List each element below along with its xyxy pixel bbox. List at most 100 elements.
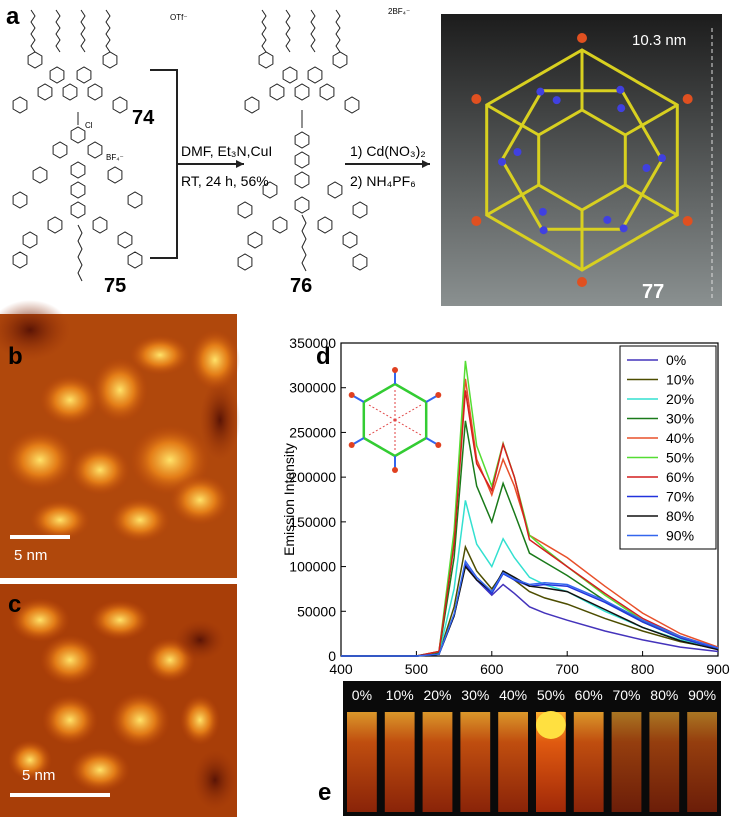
atom: Cl — [85, 121, 93, 130]
vial — [687, 712, 717, 812]
pt-atom — [619, 224, 628, 233]
afm-peak — [190, 330, 240, 390]
ring — [317, 216, 333, 234]
vial-label: 10% — [386, 687, 414, 703]
ring — [117, 231, 133, 249]
afm-pit — [193, 750, 237, 810]
afm-peak — [70, 748, 130, 792]
chain — [335, 9, 341, 53]
ring — [70, 126, 86, 144]
vial-label: 0% — [352, 687, 372, 703]
series-line — [341, 544, 719, 657]
chain — [30, 9, 36, 53]
vial — [649, 712, 680, 812]
afm-peak — [42, 695, 98, 745]
ring — [319, 83, 335, 101]
y-tick-label: 150000 — [289, 514, 336, 530]
x-tick-label: 800 — [631, 661, 655, 677]
chain — [261, 9, 267, 53]
cage-arm — [624, 183, 679, 217]
vial — [460, 712, 491, 812]
y-tick-label: 250000 — [289, 424, 336, 440]
x-tick-label: 600 — [480, 661, 504, 677]
vial-label: 80% — [650, 687, 678, 703]
chain — [80, 9, 86, 53]
vial — [573, 712, 604, 812]
chain — [310, 9, 316, 53]
ring — [332, 51, 348, 69]
cage-model — [471, 33, 693, 287]
ring — [52, 141, 68, 159]
compound-number: 75 — [104, 275, 126, 297]
inset-spoke — [368, 419, 396, 436]
chart: 0 50000 100000 150000 200000 250000 300000 3500… — [281, 335, 730, 694]
afm-peak — [8, 740, 52, 780]
metal-atom — [682, 94, 693, 104]
ring — [12, 251, 28, 269]
chain — [77, 224, 83, 282]
ring — [32, 166, 48, 184]
panel-label: e — [318, 779, 331, 806]
afm-peak — [10, 598, 70, 642]
ring — [87, 141, 103, 159]
ring — [37, 83, 53, 101]
ring — [107, 166, 123, 184]
ring — [70, 161, 86, 179]
afm-pit — [0, 300, 70, 360]
series-line — [341, 563, 719, 657]
panel-label: b — [8, 343, 23, 370]
ring — [294, 171, 310, 189]
y-tick-label: 100000 — [289, 559, 336, 575]
inset-spoke — [368, 404, 396, 421]
vial — [498, 712, 528, 812]
ring — [352, 201, 368, 219]
ring — [294, 83, 310, 101]
ring — [92, 216, 108, 234]
legend-label: 10% — [666, 372, 694, 388]
ring — [237, 201, 253, 219]
ring — [62, 83, 78, 101]
pt-atom — [616, 85, 625, 94]
afm-peak — [170, 475, 230, 525]
legend-label: 90% — [666, 528, 694, 544]
ring — [237, 253, 253, 271]
y-tick-label: 300000 — [289, 380, 336, 396]
inset-node — [392, 367, 398, 373]
ring — [244, 96, 260, 114]
pt-atom — [552, 96, 561, 105]
inset-node — [435, 392, 442, 398]
x-tick-label: 500 — [405, 661, 429, 677]
ring — [12, 191, 28, 209]
pt-atom — [539, 226, 548, 235]
ring — [70, 181, 86, 199]
afm-peak — [30, 500, 90, 540]
chain — [285, 9, 291, 53]
vial-label: 70% — [612, 687, 640, 703]
pt-atom — [536, 87, 545, 96]
series-line — [341, 390, 719, 657]
ring — [262, 181, 278, 199]
afm-peak — [5, 430, 75, 490]
x-tick-label: 900 — [706, 661, 730, 677]
vial-label: 40% — [499, 687, 527, 703]
pt-atom — [603, 215, 612, 224]
ring — [127, 251, 143, 269]
condition: 1) Cd(NO₃)₂ — [350, 143, 426, 159]
inset-node — [348, 442, 355, 448]
metal-atom — [577, 277, 587, 287]
panel-label: c — [8, 591, 21, 618]
metal-atom — [682, 216, 693, 226]
cage-arm — [485, 103, 540, 137]
arrow-head — [236, 160, 244, 168]
ring — [269, 83, 285, 101]
ring — [294, 131, 310, 149]
vial-label: 50% — [537, 687, 565, 703]
compound-number: 74 — [132, 107, 155, 129]
vial-label: 20% — [423, 687, 451, 703]
afm-pit — [200, 380, 240, 460]
ring — [342, 231, 358, 249]
legend-label: 40% — [666, 430, 694, 446]
counterion: OTf⁻ — [170, 13, 188, 22]
ring — [76, 66, 92, 84]
legend-label: 20% — [666, 391, 694, 407]
